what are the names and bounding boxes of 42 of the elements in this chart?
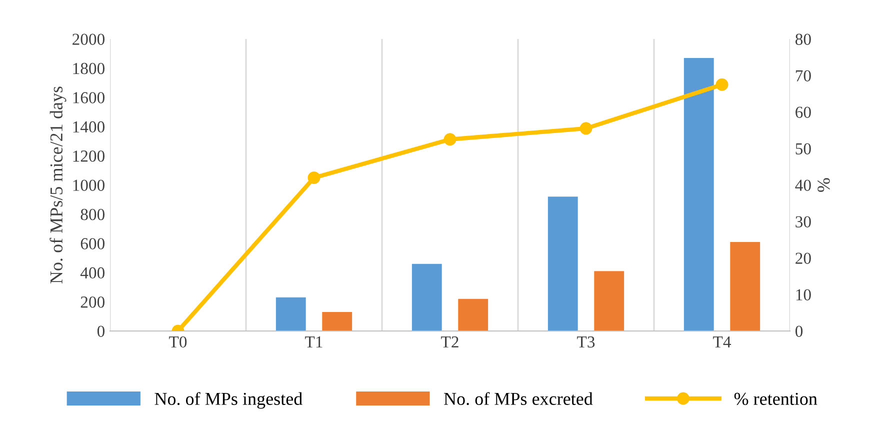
bar <box>412 264 442 331</box>
bar <box>684 58 714 331</box>
y-tick-label: 2000 <box>72 34 105 45</box>
legend-label: % retention <box>734 392 818 406</box>
legend-label: No. of MPs excreted <box>444 392 593 406</box>
y-axis-title: No. of MPs/5 mice/21 days <box>50 86 66 284</box>
y2-tick-label: 10 <box>796 289 811 300</box>
bar <box>548 196 578 331</box>
bar <box>276 297 306 331</box>
point <box>308 171 320 184</box>
x-tick-label: T3 <box>577 336 595 348</box>
y-tick-label: 600 <box>80 238 105 250</box>
y2-tick-label: 70 <box>796 70 811 82</box>
legend-label: No. of MPs ingested <box>154 392 302 409</box>
y-tick-label: 400 <box>80 267 105 279</box>
y-tick-label: 800 <box>80 208 105 220</box>
y2-tick-label: 40 <box>795 180 811 191</box>
y-tick-label: 0 <box>97 326 105 337</box>
bar <box>730 242 760 331</box>
y-tick-label: 1800 <box>73 62 105 74</box>
y2-tick-label: 0 <box>795 326 803 337</box>
y-tick-label: 1000 <box>73 180 105 191</box>
x-tick-label: T2 <box>441 336 458 348</box>
bar <box>322 312 352 331</box>
x-tick-label: T4 <box>713 336 731 348</box>
point <box>716 78 728 91</box>
y2-tick-label: 30 <box>796 216 811 228</box>
x-tick-label: T0 <box>169 336 187 348</box>
point <box>580 122 592 135</box>
x-tick-label: T1 <box>305 336 322 348</box>
y-tick-label: 1200 <box>73 150 105 162</box>
y2-tick-label: 20 <box>796 252 811 264</box>
y-tick-label: 200 <box>80 296 105 308</box>
y2-tick-label: 50 <box>796 143 811 154</box>
bar <box>594 271 624 331</box>
bar <box>458 298 488 331</box>
y2-tick-label: 80 <box>795 34 811 45</box>
y2-tick-label: 60 <box>796 106 811 118</box>
y2-axis-title: % <box>818 178 830 192</box>
y-tick-label: 1400 <box>73 121 105 133</box>
y-tick-label: 1600 <box>73 92 105 104</box>
point <box>444 133 456 146</box>
